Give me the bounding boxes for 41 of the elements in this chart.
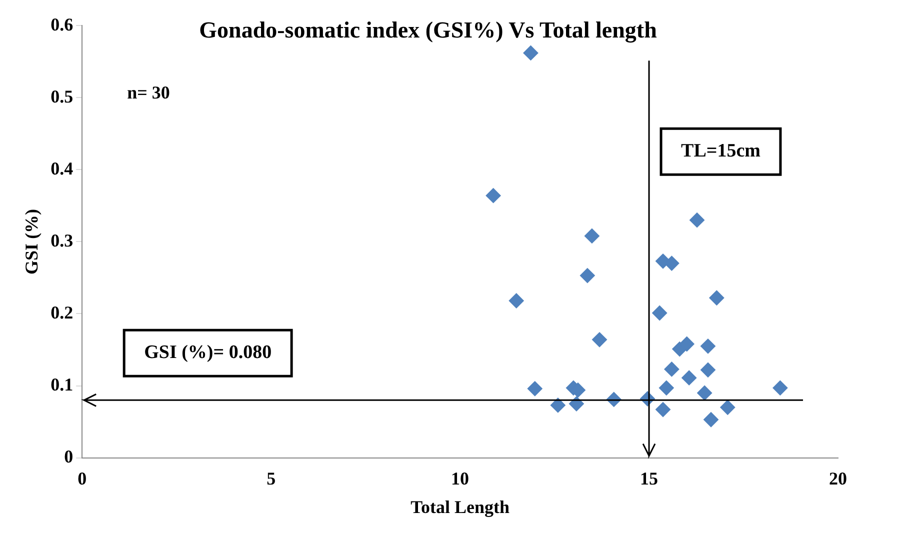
point: [664, 256, 680, 271]
x-tick-label: 10: [451, 468, 470, 488]
x-tick-label: 20: [829, 468, 847, 488]
y-axis-title: GSI (%): [21, 208, 42, 274]
point: [704, 412, 719, 428]
point: [664, 362, 680, 377]
x-axis-title: Total Length: [410, 496, 510, 517]
x-tick-label: 15: [640, 468, 658, 488]
chart-title: Gonado-somatic index (GSI%) Vs Total length: [199, 18, 658, 44]
point: [772, 380, 788, 396]
y-tick-label: 0.5: [50, 86, 74, 106]
y-tick-label: 0.6: [50, 14, 74, 34]
y-tick-label: 0.2: [50, 302, 74, 322]
point: [720, 400, 736, 415]
point: [508, 293, 524, 308]
point: [700, 362, 716, 378]
point: [523, 45, 538, 60]
point: [697, 385, 712, 400]
point: [550, 398, 566, 413]
point: [527, 381, 542, 396]
point: [709, 290, 724, 306]
ref-line-label: GSI (%)= 0.080: [144, 342, 272, 364]
y-tick-label: 0.1: [50, 374, 74, 394]
x-tick-label: 0: [78, 468, 87, 488]
point: [580, 268, 595, 284]
point: [700, 338, 716, 354]
point: [486, 188, 501, 204]
point: [690, 212, 705, 228]
point: [592, 332, 608, 348]
annotation: n= 30: [127, 82, 170, 102]
y-tick-label: 0.4: [50, 158, 74, 178]
point: [656, 402, 671, 418]
point: [658, 380, 674, 396]
ref-line-label: TL=15cm: [681, 140, 761, 162]
x-tick-label: 5: [266, 468, 276, 488]
point: [682, 370, 697, 386]
y-tick-label: 0: [64, 446, 74, 466]
point: [584, 228, 600, 244]
point: [652, 306, 668, 321]
point: [679, 336, 694, 352]
y-tick-label: 0.3: [50, 230, 74, 250]
